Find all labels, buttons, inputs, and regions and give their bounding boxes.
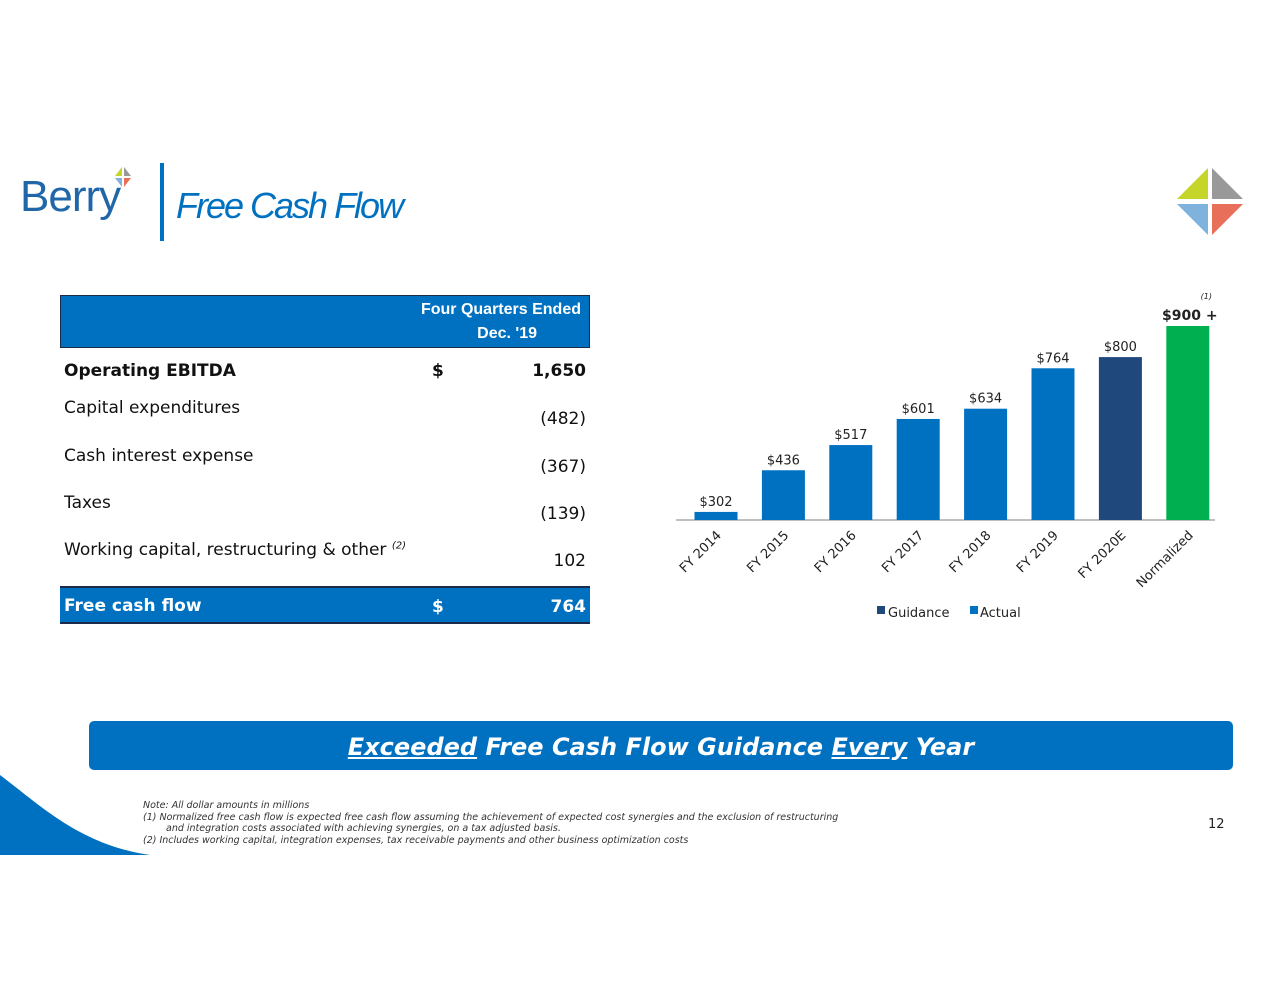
page-number: 12: [1208, 817, 1225, 832]
data-label: $436: [767, 453, 800, 468]
tick-label: FY 2014: [677, 528, 725, 576]
header-period: Four Quarters Ended: [420, 301, 581, 318]
row-value: (139): [540, 504, 586, 524]
bar-normalized: [1166, 326, 1210, 520]
legend-guidance-label: Guidance: [888, 606, 950, 621]
data-label: $800: [1104, 340, 1137, 355]
table-header: Four Quarters Ended Dec. '19: [60, 295, 590, 348]
note: Note: All dollar amounts in millions: [143, 800, 310, 811]
tick-label: FY 2019: [1014, 528, 1062, 576]
row-value: 1,650: [532, 361, 586, 381]
tick-label: FY 2017: [879, 528, 927, 576]
tick-label: FY 2016: [812, 528, 860, 576]
row-currency: $: [432, 361, 444, 381]
banner-text-4: Year: [907, 733, 975, 761]
total-currency: $: [432, 597, 444, 617]
bar-fy-2020e: [1098, 357, 1142, 520]
data-label: $764: [1036, 351, 1069, 366]
row-label: Capital expenditures: [64, 398, 241, 418]
footnote-ref: (2): [391, 540, 406, 552]
data-label: $601: [902, 402, 935, 417]
page-title: Free Cash Flow: [176, 185, 404, 226]
banner-text-1: Exceeded: [347, 733, 478, 761]
logo-mark-icon: [115, 167, 131, 187]
bar-fy-2019: [1031, 368, 1075, 520]
berry-logo: Berry: [20, 172, 121, 221]
data-label: $634: [969, 392, 1002, 407]
corner-swoosh: [0, 775, 150, 855]
row-value: 102: [553, 551, 586, 571]
row-label-text: Working capital, restructuring & other: [64, 540, 387, 560]
tick-label: FY 2020E: [1076, 528, 1130, 582]
fcf-bar-chart: $302 FY 2014 $436 FY 2015 $517 FY 2016 $601 FY …: [676, 292, 1218, 621]
guidance-banner: Exceeded Free Cash Flow Guidance Every Y…: [89, 721, 1233, 770]
total-label: Free cash flow: [64, 596, 202, 616]
bar-fy-2017: [896, 418, 940, 520]
bar-fy-2016: [829, 445, 873, 520]
header-date: Dec. '19: [477, 325, 537, 342]
data-label: $900 +: [1162, 308, 1218, 324]
note: (2) Includes working capital, integratio…: [143, 834, 689, 846]
total-row: Free cash flow $ 764: [60, 586, 590, 624]
note: (1) Normalized free cash flow is expecte…: [143, 811, 839, 823]
footnote-ref: (1): [1201, 292, 1212, 301]
row-label: Cash interest expense: [64, 446, 254, 466]
legend-guidance-swatch: [877, 606, 885, 614]
tick-label: FY 2018: [947, 528, 995, 576]
row-label: Working capital, restructuring & other (…: [64, 540, 406, 560]
banner-text-3: Every: [831, 733, 908, 761]
footnotes: Note: All dollar amounts in millions (1)…: [143, 800, 838, 846]
row-label: Taxes: [64, 493, 111, 513]
tick-label: FY 2015: [744, 528, 792, 576]
total-value: 764: [550, 597, 587, 617]
legend-actual-label: Actual: [980, 606, 1021, 621]
banner-text-2: Free Cash Flow Guidance: [477, 733, 832, 761]
title-divider: [160, 163, 164, 241]
row-value: (482): [540, 409, 586, 429]
bar-fy-2015: [761, 470, 805, 520]
data-label: $302: [699, 495, 732, 510]
bar-fy-2014: [694, 511, 738, 520]
bar-fy-2018: [964, 408, 1008, 520]
legend-actual-swatch: [970, 606, 978, 614]
tick-label: Normalized: [1134, 528, 1197, 591]
data-label: $517: [834, 428, 867, 443]
brand-mark-icon: [1177, 168, 1243, 235]
note: and integration costs associated with ac…: [166, 823, 561, 834]
row-value: (367): [540, 457, 586, 477]
row-label: Operating EBITDA: [64, 361, 236, 381]
